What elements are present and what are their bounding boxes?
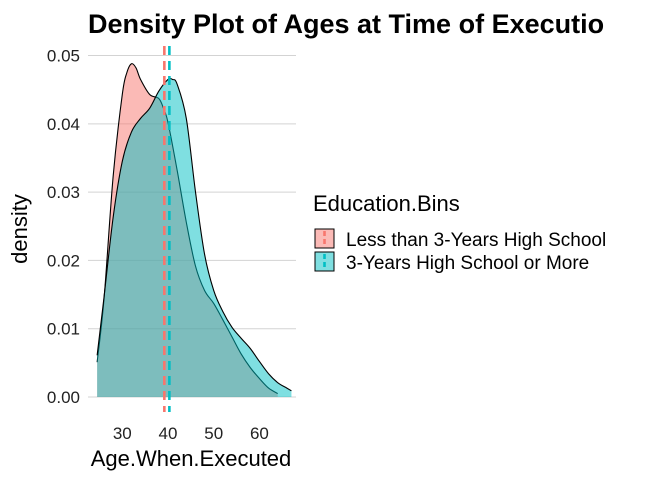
mean-lines bbox=[163, 46, 171, 412]
legend-key bbox=[314, 251, 335, 272]
legend: Education.Bins Less than 3-Years High Sc… bbox=[313, 191, 606, 274]
y-tick-label: 0.05 bbox=[47, 47, 80, 66]
y-tick-label: 0.03 bbox=[47, 183, 80, 202]
density-curve-2 bbox=[96, 77, 292, 392]
x-tick-label: 50 bbox=[204, 424, 223, 443]
legend-item: 3-Years High School or More bbox=[314, 251, 589, 274]
x-tick-label: 30 bbox=[113, 424, 132, 443]
legend-label: Less than 3-Years High School bbox=[346, 230, 606, 251]
chart-title: Density Plot of Ages at Time of Executio bbox=[88, 9, 604, 39]
legend-item: Less than 3-Years High School bbox=[314, 228, 606, 251]
y-tick-label: 0.00 bbox=[47, 388, 80, 407]
y-axis-ticks: 0.00 0.01 0.02 0.03 0.04 0.05 bbox=[47, 47, 80, 407]
x-axis-ticks: 30 40 50 60 bbox=[113, 424, 269, 443]
x-tick-label: 60 bbox=[250, 424, 269, 443]
density-areas bbox=[96, 63, 292, 397]
x-axis-title: Age.When.Executed bbox=[91, 446, 292, 471]
y-tick-label: 0.02 bbox=[47, 251, 80, 270]
legend-key bbox=[314, 228, 335, 249]
y-tick-label: 0.04 bbox=[47, 115, 80, 134]
density-area-2 bbox=[97, 78, 292, 397]
x-tick-label: 40 bbox=[159, 424, 178, 443]
legend-label: 3-Years High School or More bbox=[346, 253, 589, 274]
y-axis-title: density bbox=[7, 194, 32, 264]
legend-title: Education.Bins bbox=[313, 191, 460, 216]
y-tick-label: 0.01 bbox=[47, 320, 80, 339]
